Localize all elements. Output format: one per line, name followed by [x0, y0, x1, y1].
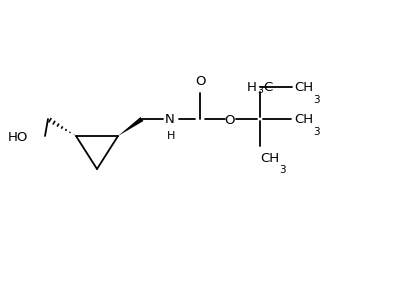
Text: 3: 3: [314, 127, 320, 137]
Text: 3: 3: [280, 165, 286, 175]
Text: O: O: [195, 75, 205, 88]
Text: CH: CH: [294, 113, 313, 126]
Text: N: N: [165, 113, 175, 126]
Text: CH: CH: [294, 81, 313, 94]
Polygon shape: [118, 117, 144, 136]
Text: 3: 3: [314, 95, 320, 105]
Text: HO: HO: [8, 131, 28, 144]
Text: $_3$C: $_3$C: [257, 80, 274, 96]
Text: H: H: [167, 131, 175, 141]
Text: H: H: [247, 81, 257, 94]
Text: O: O: [225, 114, 235, 127]
Text: CH: CH: [260, 152, 279, 165]
